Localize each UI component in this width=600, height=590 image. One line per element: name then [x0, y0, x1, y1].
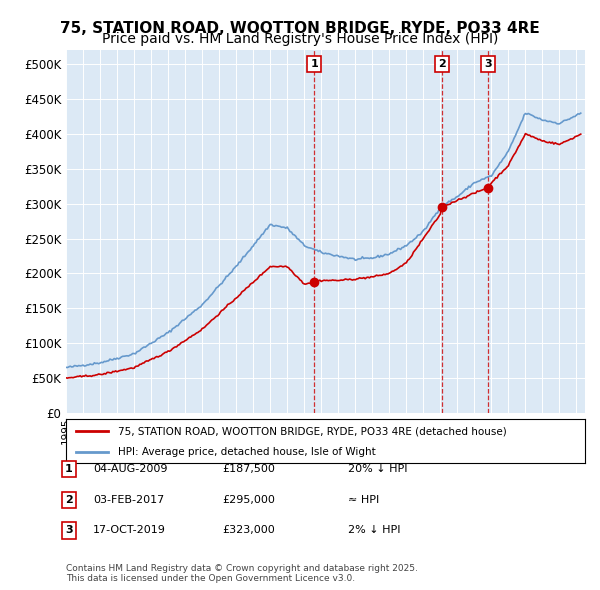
Text: 75, STATION ROAD, WOOTTON BRIDGE, RYDE, PO33 4RE (detached house): 75, STATION ROAD, WOOTTON BRIDGE, RYDE, … [118, 427, 506, 436]
Text: 1: 1 [310, 59, 318, 69]
Text: 04-AUG-2009: 04-AUG-2009 [93, 464, 167, 474]
Text: 3: 3 [484, 59, 491, 69]
Text: 03-FEB-2017: 03-FEB-2017 [93, 495, 164, 504]
Text: £187,500: £187,500 [222, 464, 275, 474]
Text: 75, STATION ROAD, WOOTTON BRIDGE, RYDE, PO33 4RE: 75, STATION ROAD, WOOTTON BRIDGE, RYDE, … [60, 21, 540, 35]
Text: HPI: Average price, detached house, Isle of Wight: HPI: Average price, detached house, Isle… [118, 447, 376, 457]
Text: 2: 2 [438, 59, 446, 69]
Text: ≈ HPI: ≈ HPI [348, 495, 379, 504]
Text: 17-OCT-2019: 17-OCT-2019 [93, 526, 166, 535]
Text: £295,000: £295,000 [222, 495, 275, 504]
Text: 3: 3 [65, 526, 73, 535]
Text: Contains HM Land Registry data © Crown copyright and database right 2025.
This d: Contains HM Land Registry data © Crown c… [66, 563, 418, 583]
Text: 2: 2 [65, 495, 73, 504]
Text: £323,000: £323,000 [222, 526, 275, 535]
Text: 2% ↓ HPI: 2% ↓ HPI [348, 526, 401, 535]
Text: 20% ↓ HPI: 20% ↓ HPI [348, 464, 407, 474]
Text: Price paid vs. HM Land Registry's House Price Index (HPI): Price paid vs. HM Land Registry's House … [102, 32, 498, 47]
Text: 1: 1 [65, 464, 73, 474]
